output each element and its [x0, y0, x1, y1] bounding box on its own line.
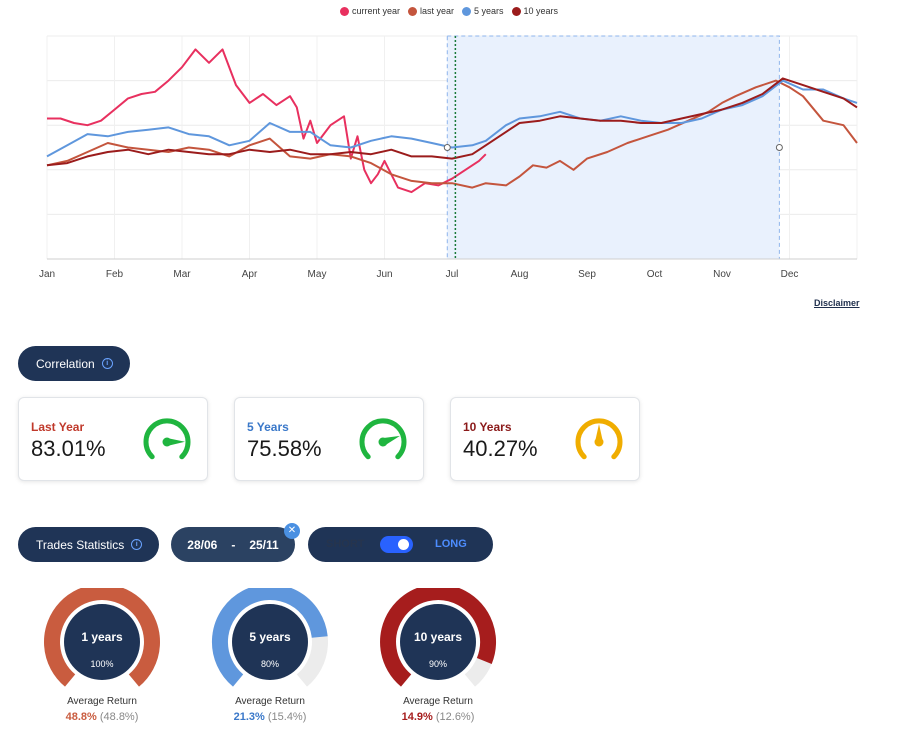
average-return-value: 14.9% [401, 711, 433, 723]
short-label[interactable]: SHORT [326, 538, 365, 550]
legend-label: current year [351, 6, 400, 16]
disclaimer-link[interactable]: Disclaimer [814, 298, 860, 308]
gauge-needle [595, 424, 603, 442]
gauge-hub [594, 437, 604, 447]
donut-period-label: 10 years [414, 630, 462, 644]
legend-item-current-year[interactable]: current year [339, 6, 400, 16]
x-tick-label: Oct [647, 269, 663, 280]
x-tick-label: Sep [578, 269, 596, 280]
average-return-caption: Average Return [403, 696, 473, 707]
x-tick-label: May [308, 269, 327, 280]
card-title: 5 Years [247, 420, 289, 434]
range-handle-end [775, 144, 783, 151]
legend-item-5-years[interactable]: 5 years [462, 6, 504, 16]
average-return-values: 14.9% (12.6%) [373, 711, 503, 723]
x-tick-label: Jul [446, 269, 459, 280]
x-tick-label: Dec [781, 269, 799, 280]
return-donut-10-years: 10 years 90% [380, 588, 496, 687]
return-donut-5-years: 5 years 80% [211, 588, 328, 687]
speedometer-gauge-icon [143, 418, 191, 460]
seasonality-line-chart[interactable]: Jan Feb Mar Apr May Jun Jul Aug Sep Oct Nov Dec [0, 22, 898, 292]
average-return-values: 48.8% (48.8%) [37, 711, 167, 723]
date-range-selector[interactable]: 28/06 - 25/11 [171, 527, 295, 562]
average-return-sub: (12.6%) [435, 711, 475, 723]
donut-center [232, 604, 308, 680]
trades-statistics-label: Trades Statistics [36, 537, 125, 552]
clear-date-range-close-icon[interactable]: ✕ [284, 523, 300, 539]
donut-progress-arc [380, 588, 496, 687]
correlation-card-last-year: Last Year 83.01% [18, 397, 208, 481]
card-value: 83.01% [31, 436, 106, 461]
date-to: 25/11 [249, 537, 279, 552]
series-line-last-year [46, 79, 858, 189]
legend-label: 5 years [474, 6, 504, 16]
info-icon[interactable]: i [101, 358, 113, 369]
x-tick-label: Jan [39, 269, 55, 280]
correlation-card-5-years: 5 Years 75.58% [234, 397, 424, 481]
legend-swatch [339, 6, 349, 16]
speedometer-gauge-icon [575, 418, 623, 460]
donut-period-label: 1 years [81, 630, 123, 644]
donut-period-label: 5 years [249, 630, 291, 644]
correlation-pill[interactable]: Correlation i [18, 346, 130, 381]
legend-label: last year [419, 6, 454, 16]
x-tick-label: Nov [713, 269, 731, 280]
info-icon[interactable]: i [131, 539, 143, 550]
correlation-label: Correlation [36, 356, 95, 371]
series-line-current-year [47, 48, 487, 194]
gauge-arc [359, 418, 407, 460]
donut-percent-label: 100% [90, 659, 113, 669]
trades-statistics-pill[interactable]: Trades Statistics i [18, 527, 159, 562]
average-return-sub: (15.4%) [267, 711, 307, 723]
average-return-caption: Average Return [235, 696, 305, 707]
legend-swatch [462, 6, 471, 16]
gauge-arc [143, 418, 191, 460]
card-value: 75.58% [247, 436, 322, 461]
return-donut-1-years: 1 years 100% [44, 588, 160, 687]
average-return-sub: (48.8%) [99, 711, 139, 723]
donut-progress-arc [211, 588, 328, 687]
gauge-hub [162, 437, 172, 447]
legend-item-10-years[interactable]: 10 years [511, 6, 559, 16]
direction-toggle-switch[interactable] [380, 536, 413, 553]
x-tick-label: Apr [242, 269, 258, 280]
date-from: 28/06 [187, 537, 218, 552]
toggle-knob [398, 539, 409, 550]
gauge-hub [378, 437, 388, 447]
gauge-arc [575, 418, 623, 460]
legend-swatch [407, 6, 417, 16]
gauge-needle [166, 438, 185, 446]
card-value: 40.27% [463, 436, 538, 461]
donut-percent-label: 90% [429, 659, 447, 669]
donut-center [64, 604, 140, 680]
legend-item-last-year[interactable]: last year [407, 6, 454, 16]
x-tick-label: Jun [376, 269, 392, 280]
average-return-value: 48.8% [65, 711, 97, 723]
x-tick-label: Feb [106, 269, 124, 280]
card-title: 10 Years [463, 420, 512, 434]
donut-center [400, 604, 476, 680]
donut-progress-arc [44, 588, 160, 687]
average-return-value: 21.3% [233, 711, 265, 723]
legend-swatch [511, 6, 521, 16]
range-handle-start [443, 144, 451, 151]
speedometer-gauge-icon [359, 418, 407, 460]
donut-percent-label: 80% [261, 659, 279, 669]
correlation-card-10-years: 10 Years 40.27% [450, 397, 640, 481]
average-return-values: 21.3% (15.4%) [205, 711, 335, 723]
legend-label: 10 years [523, 6, 559, 16]
date-separator: - [231, 537, 236, 552]
average-return-caption: Average Return [67, 696, 137, 707]
short-long-toggle-group: SHORT LONG [308, 527, 493, 562]
selected-range-band [446, 35, 780, 260]
card-title: Last Year [31, 420, 85, 434]
x-tick-label: Aug [511, 269, 529, 280]
series-line-10-years [46, 77, 858, 167]
x-tick-label: Mar [173, 269, 191, 280]
long-label[interactable]: LONG [435, 538, 467, 550]
chart-legend: current year last year 5 years 10 years [0, 6, 898, 16]
